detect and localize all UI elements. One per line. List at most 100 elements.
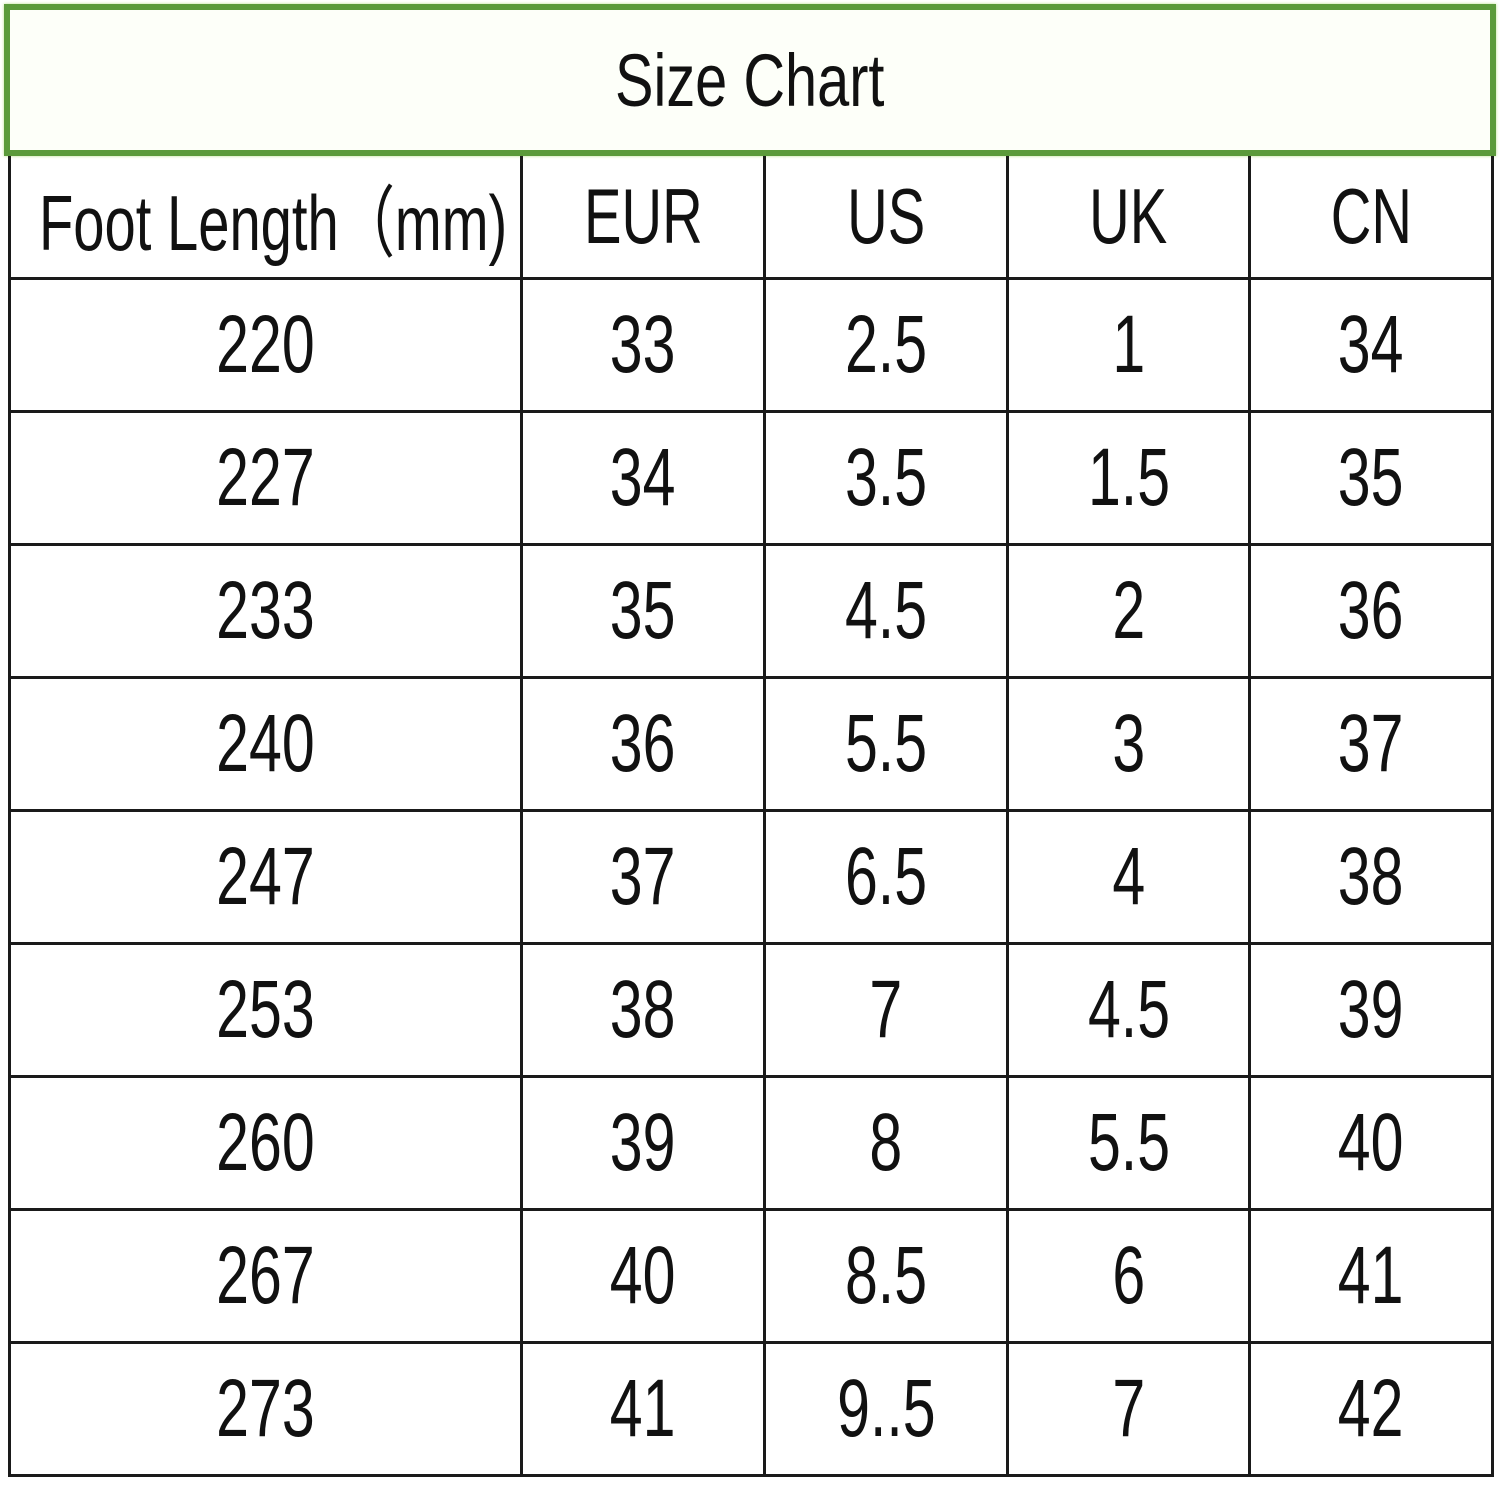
cell-value: 38	[1338, 831, 1404, 922]
cell-value: 267	[216, 1230, 315, 1321]
cell-value: 41	[1338, 1230, 1404, 1321]
cell-eur: 37	[520, 809, 766, 945]
cell-us: 2.5	[763, 277, 1009, 413]
cell-us: 4.5	[763, 543, 1009, 679]
title-box: Size Chart	[4, 4, 1496, 156]
table-row: 220 33 2.5 1 34	[8, 277, 1494, 413]
cell-cn: 42	[1248, 1341, 1494, 1477]
cell-value: 40	[1338, 1097, 1404, 1188]
column-header-us: US	[763, 156, 1009, 280]
table-row: 273 41 9..5 7 42	[8, 1341, 1494, 1477]
cell-eur: 38	[520, 942, 766, 1078]
cell-us: 7	[763, 942, 1009, 1078]
cell-foot-length: 273	[8, 1341, 523, 1477]
cell-value: 33	[610, 299, 676, 390]
cell-value: 40	[610, 1230, 676, 1321]
cell-value: 37	[1338, 698, 1404, 789]
cell-value: 4.5	[844, 565, 928, 656]
column-header-cn: CN	[1248, 156, 1494, 280]
cell-us: 8.5	[763, 1208, 1009, 1344]
cell-foot-length: 247	[8, 809, 523, 945]
cell-value: 233	[216, 565, 315, 656]
cell-value: 1.5	[1087, 432, 1170, 523]
cell-value: 39	[610, 1097, 676, 1188]
cell-value: 5.5	[844, 698, 928, 789]
cell-value: 35	[610, 565, 676, 656]
cell-uk: 7	[1006, 1341, 1251, 1477]
cell-foot-length: 240	[8, 676, 523, 812]
cell-value: 247	[216, 831, 315, 922]
cell-value: 34	[610, 432, 676, 523]
cell-eur: 35	[520, 543, 766, 679]
cell-value: 260	[216, 1097, 315, 1188]
cell-eur: 36	[520, 676, 766, 812]
cell-value: 8.5	[844, 1230, 928, 1321]
cell-value: 4.5	[1087, 964, 1170, 1055]
cell-foot-length: 220	[8, 277, 523, 413]
cell-eur: 41	[520, 1341, 766, 1477]
cell-value: 6	[1112, 1230, 1145, 1321]
cell-cn: 38	[1248, 809, 1494, 945]
cell-foot-length: 253	[8, 942, 523, 1078]
cell-value: 3	[1112, 698, 1145, 789]
cell-eur: 33	[520, 277, 766, 413]
cell-value: 38	[610, 964, 676, 1055]
cell-value: 240	[216, 698, 315, 789]
cell-value: 36	[1338, 565, 1404, 656]
cell-value: 227	[216, 432, 315, 523]
cell-value: 36	[610, 698, 676, 789]
size-table: Foot Length（mm) EUR US UK CN 220 33 2.5 1 34…	[8, 156, 1494, 1477]
cell-foot-length: 267	[8, 1208, 523, 1344]
cell-uk: 3	[1006, 676, 1251, 812]
cell-uk: 6	[1006, 1208, 1251, 1344]
cell-value: 42	[1338, 1363, 1404, 1454]
cell-value: 9..5	[836, 1363, 936, 1454]
cell-cn: 39	[1248, 942, 1494, 1078]
cell-eur: 34	[520, 410, 766, 546]
cell-cn: 37	[1248, 676, 1494, 812]
cell-cn: 35	[1248, 410, 1494, 546]
cell-foot-length: 227	[8, 410, 523, 546]
cell-value: 3.5	[844, 432, 928, 523]
cell-value: 34	[1338, 299, 1404, 390]
cell-cn: 36	[1248, 543, 1494, 679]
cell-value: 273	[216, 1363, 315, 1454]
cell-us: 5.5	[763, 676, 1009, 812]
cell-value: 37	[610, 831, 676, 922]
cell-cn: 34	[1248, 277, 1494, 413]
page-title: Size Chart	[615, 38, 885, 122]
cell-value: 4	[1112, 831, 1145, 922]
cell-value: 6.5	[844, 831, 928, 922]
cell-value: 220	[216, 299, 315, 390]
cell-us: 9..5	[763, 1341, 1009, 1477]
table-row: 227 34 3.5 1.5 35	[8, 410, 1494, 546]
cell-uk: 1	[1006, 277, 1251, 413]
table-row: 260 39 8 5.5 40	[8, 1075, 1494, 1211]
cell-us: 6.5	[763, 809, 1009, 945]
column-header-eur: EUR	[520, 156, 766, 280]
cell-cn: 40	[1248, 1075, 1494, 1211]
table-row: 267 40 8.5 6 41	[8, 1208, 1494, 1344]
cell-value: 39	[1338, 964, 1404, 1055]
cell-value: 35	[1338, 432, 1404, 523]
cell-value: 8	[869, 1097, 903, 1188]
cell-uk: 5.5	[1006, 1075, 1251, 1211]
cell-uk: 4.5	[1006, 942, 1251, 1078]
cell-foot-length: 233	[8, 543, 523, 679]
cell-value: 5.5	[1087, 1097, 1170, 1188]
cell-foot-length: 260	[8, 1075, 523, 1211]
cell-us: 8	[763, 1075, 1009, 1211]
cell-value: 2	[1112, 565, 1145, 656]
cell-us: 3.5	[763, 410, 1009, 546]
column-header-uk: UK	[1006, 156, 1251, 280]
cell-value: 1	[1112, 299, 1145, 390]
cell-value: 41	[610, 1363, 676, 1454]
cell-value: 7	[869, 964, 903, 1055]
column-header-foot-length: Foot Length（mm)	[8, 156, 523, 280]
cell-value: 253	[216, 964, 315, 1055]
cell-uk: 1.5	[1006, 410, 1251, 546]
table-row: 253 38 7 4.5 39	[8, 942, 1494, 1078]
cell-eur: 40	[520, 1208, 766, 1344]
cell-eur: 39	[520, 1075, 766, 1211]
header-row: Foot Length（mm) EUR US UK CN	[8, 156, 1494, 280]
